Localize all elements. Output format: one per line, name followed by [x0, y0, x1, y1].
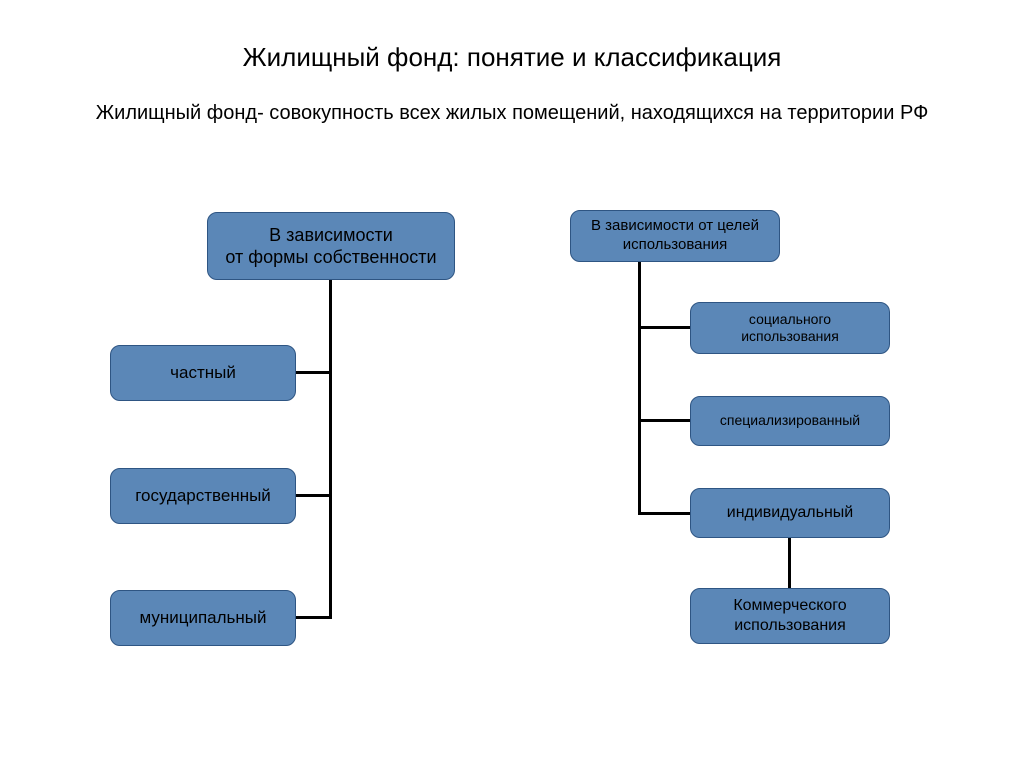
slide-title: Жилищный фонд: понятие и классификация — [0, 42, 1024, 73]
slide-subtitle: Жилищный фонд- совокупность всех жилых п… — [80, 100, 944, 126]
node-right-4: Коммерческого использования — [690, 588, 890, 644]
node-left-2: государственный — [110, 468, 296, 524]
node-right-2: специализированный — [690, 396, 890, 446]
connector-line — [329, 280, 332, 618]
node-left-1: частный — [110, 345, 296, 401]
connector-line — [296, 494, 332, 497]
connector-line — [638, 326, 690, 329]
connector-line — [638, 512, 690, 515]
node-label: частный — [170, 362, 236, 383]
node-left-3: муниципальный — [110, 590, 296, 646]
node-root-left: В зависимостиот формы собственности — [207, 212, 455, 280]
node-label: В зависимости от целей использования — [579, 217, 771, 255]
connector-line — [638, 262, 641, 515]
node-label: государственный — [135, 485, 271, 506]
connector-line — [296, 371, 332, 374]
node-right-1: социального использования — [690, 302, 890, 354]
node-label: муниципальный — [139, 607, 266, 628]
node-right-3: индивидуальный — [690, 488, 890, 538]
node-label: индивидуальный — [727, 503, 853, 523]
node-label: специализированный — [720, 412, 860, 430]
connector-line — [296, 616, 332, 619]
node-root-right: В зависимости от целей использования — [570, 210, 780, 262]
node-label: Коммерческого использования — [699, 596, 881, 636]
node-label: В зависимостиот формы собственности — [225, 224, 436, 269]
node-label: социального использования — [699, 311, 881, 346]
connector-line — [638, 419, 690, 422]
connector-line — [788, 538, 791, 588]
